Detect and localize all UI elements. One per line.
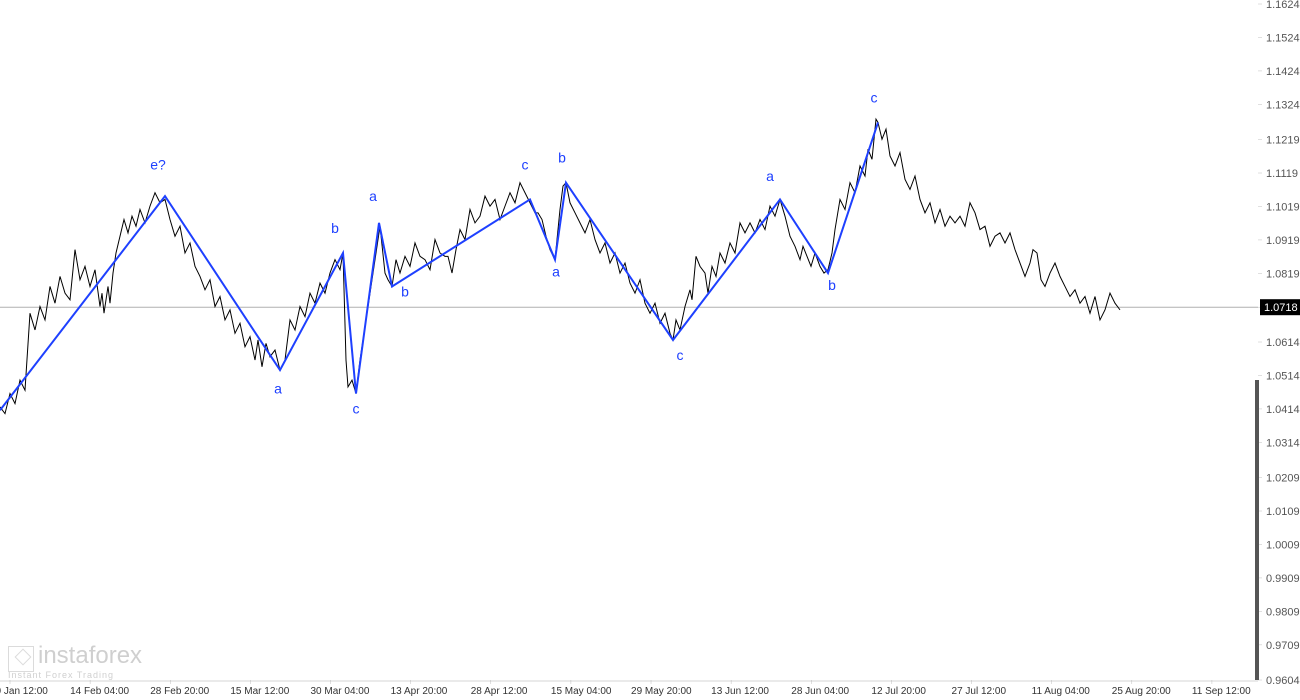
forex-chart: 1.1624 1.1524 1.1424 1.1324 1.1219 1.1119 1.10… [0, 0, 1300, 700]
x-axis-label: 27 Jul 12:00 [952, 686, 1007, 697]
wave-label-b: b [331, 220, 339, 236]
wave-label-b: b [401, 283, 409, 299]
y-axis-label: 0.9909 [1266, 573, 1300, 585]
y-axis-label: 1.0209 [1266, 473, 1300, 485]
scale-bar [1255, 380, 1259, 680]
y-axis-label: 1.0009 [1266, 539, 1300, 551]
watermark: instaforex Instant Forex Trading [8, 642, 142, 680]
wave-overlay [0, 122, 878, 410]
wave-label-c: c [353, 401, 360, 417]
y-axis-label: 0.9604 [1266, 675, 1300, 687]
y-axis-label: 0.9809 [1266, 606, 1300, 618]
y-axis-label: 1.0414 [1266, 404, 1300, 416]
wave-label-a: a [552, 263, 560, 279]
y-axis-label: 1.0919 [1266, 235, 1300, 247]
y-axis-label: 1.1624 [1266, 0, 1300, 11]
x-axis-label: 28 Jun 04:00 [791, 686, 849, 697]
x-axis-label: 15 May 04:00 [551, 686, 612, 697]
wave-label-a: a [369, 188, 377, 204]
y-axis-label: 1.1019 [1266, 201, 1300, 213]
x-axis-label: 11 Aug 04:00 [1032, 686, 1091, 697]
y-axis-label: 1.1524 [1266, 32, 1300, 44]
x-axis-label: 28 Apr 12:00 [471, 686, 528, 697]
y-axis-label: 0.9709 [1266, 640, 1300, 652]
x-axis-label: 12 Jul 20:00 [871, 686, 926, 697]
x-axis-label: 15 Mar 12:00 [230, 686, 289, 697]
y-axis-label: 1.0109 [1266, 506, 1300, 518]
wave-label-b: b [828, 277, 836, 293]
x-axis-label: 30 Mar 04:00 [311, 686, 370, 697]
y-axis-label: 1.0314 [1266, 437, 1300, 449]
x-axis-label: 30 Jan 12:00 [0, 686, 48, 697]
y-axis-label: 1.0614 [1266, 337, 1300, 349]
x-axis-label: 13 Apr 20:00 [391, 686, 448, 697]
wave-label-a: a [766, 168, 774, 184]
current-price-value: 1.0718 [1264, 302, 1298, 314]
x-axis-label: 13 Jun 12:00 [711, 686, 769, 697]
y-axis-label: 1.1219 [1266, 135, 1300, 147]
watermark-icon [8, 646, 34, 672]
y-axis-label: 1.0819 [1266, 268, 1300, 280]
wave-label-c: c [871, 89, 878, 105]
wave-label-c: c [522, 156, 529, 172]
y-axis-label: 1.1119 [1266, 168, 1298, 180]
wave-label-b: b [558, 150, 566, 166]
x-axis-label: 14 Feb 04:00 [70, 686, 129, 697]
wave-label-e: e? [150, 156, 166, 172]
x-axis-label: 25 Aug 20:00 [1112, 686, 1171, 697]
wave-label-a: a [274, 381, 282, 397]
y-axis-label: 1.1424 [1266, 66, 1300, 78]
watermark-main: instaforex [38, 642, 142, 669]
x-axis-label: 11 Sep 12:00 [1192, 686, 1251, 697]
y-axis-label: 1.1324 [1266, 99, 1300, 111]
x-axis-label: 29 May 20:00 [631, 686, 692, 697]
wave-label-c: c [677, 347, 684, 363]
x-axis-label: 28 Feb 20:00 [150, 686, 209, 697]
y-axis-label: 1.0514 [1266, 370, 1300, 382]
chart-svg: 1.1624 1.1524 1.1424 1.1324 1.1219 1.1119 1.10… [0, 0, 1300, 700]
